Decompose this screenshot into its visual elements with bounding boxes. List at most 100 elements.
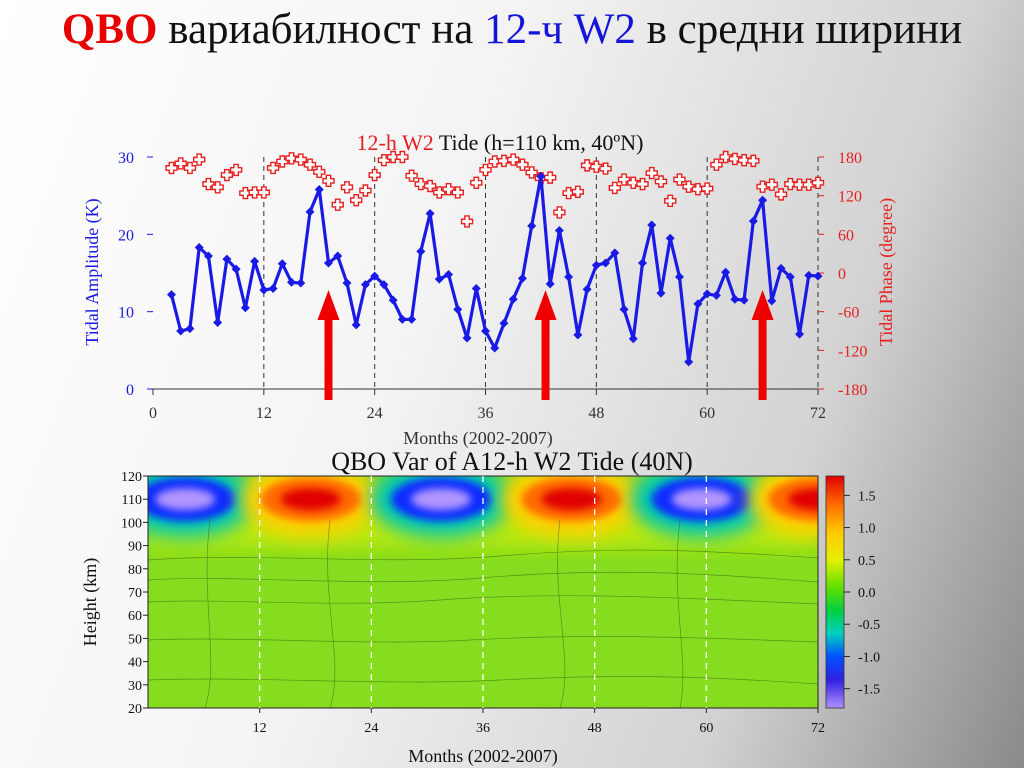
x-tick-label: 12 <box>256 405 272 422</box>
amplitude-point <box>702 289 712 299</box>
amplitude-point <box>490 343 500 353</box>
amplitude-point <box>748 216 758 226</box>
amplitude-point <box>638 258 648 268</box>
amplitude-point <box>619 304 629 314</box>
phase-point <box>442 183 455 196</box>
amplitude-point <box>268 283 278 293</box>
phase-point <box>174 157 187 170</box>
phase-point <box>774 188 788 201</box>
heatmap-y-tick-label: 110 <box>122 493 142 508</box>
phase-point <box>405 169 418 182</box>
phase-point <box>737 154 751 167</box>
positive-anomaly-core <box>541 488 602 511</box>
amplitude-point <box>213 317 223 327</box>
colorbar <box>825 475 845 709</box>
phase-point <box>488 155 501 168</box>
amplitude-point <box>314 184 324 194</box>
amplitude-point <box>527 221 537 231</box>
negative-anomaly-core <box>411 488 472 511</box>
amplitude-point <box>425 208 435 218</box>
amplitude-point <box>222 254 232 264</box>
phase-point <box>599 162 612 175</box>
phase-point <box>470 176 483 189</box>
heatmap-x-tick-label: 24 <box>364 721 378 736</box>
amplitude-point <box>776 263 786 273</box>
phase-point <box>553 206 566 219</box>
phase-point <box>710 158 723 171</box>
y2-tick-label: -60 <box>838 305 859 322</box>
y-tick-label: 10 <box>118 305 134 322</box>
x-tick-label: 48 <box>588 405 604 422</box>
qbo-arrow-shaft <box>541 318 550 400</box>
phase-point <box>423 179 437 193</box>
y2-tick-label: 0 <box>838 266 846 283</box>
positive-anomaly-core <box>788 488 818 511</box>
phase-point <box>322 174 335 188</box>
x-tick-label: 24 <box>367 405 383 422</box>
positive-anomaly-core <box>280 488 341 511</box>
phase-point <box>784 177 797 191</box>
heatmap-y-tick-label: 50 <box>128 632 142 647</box>
amplitude-point <box>379 280 389 290</box>
chart1-y2label: Tidal Phase (degree) <box>876 198 897 346</box>
amplitude-point <box>305 207 315 217</box>
amplitude-point <box>517 273 527 283</box>
amplitude-point <box>591 260 601 270</box>
chart1-ylabel: Tidal Amplitude (K) <box>82 198 103 345</box>
phase-point <box>340 181 354 194</box>
heatmap-y-tick-label: 40 <box>128 656 142 671</box>
phase-point <box>460 215 474 228</box>
phase-point <box>673 173 686 186</box>
amplitude-point <box>508 294 518 304</box>
chart1-title: 12-h W2 Tide (h=110 km, 40ºN) <box>357 130 644 155</box>
amplitude-point <box>462 333 472 343</box>
phase-point <box>608 181 622 195</box>
amplitude-point <box>277 259 287 269</box>
x-tick-label: 0 <box>149 405 157 422</box>
amplitude-point <box>564 272 574 282</box>
chart2-title: QBO Var of A12-h W2 Tide (40N) <box>331 447 693 476</box>
amplitude-point <box>628 334 638 344</box>
amplitude-point <box>601 258 611 268</box>
amplitude-point <box>471 283 481 293</box>
chart2-xlabel: Months (2002-2007) <box>408 746 558 767</box>
amplitude-point <box>434 274 444 284</box>
phase-point <box>294 153 307 166</box>
amplitude-point <box>656 288 666 298</box>
phase-point <box>211 181 224 194</box>
amplitude-point <box>342 278 352 288</box>
amplitude-point <box>194 242 204 252</box>
phase-point <box>396 150 409 164</box>
amplitude-point <box>360 280 370 290</box>
amplitude-point <box>287 277 297 287</box>
negative-anomaly-core <box>155 488 216 511</box>
amplitude-point <box>407 314 417 324</box>
amplitude-point <box>416 246 426 256</box>
qbo-arrow-shaft <box>324 318 333 400</box>
phase-point <box>276 155 289 168</box>
colorbar-tick-label: 0.0 <box>858 586 876 601</box>
amplitude-point <box>176 326 186 336</box>
phase-point <box>497 154 511 168</box>
phase-point <box>700 182 714 195</box>
x-tick-label: 60 <box>699 405 715 422</box>
phase-point <box>756 180 769 193</box>
y2-tick-label: 180 <box>838 150 862 167</box>
phase-point <box>719 150 732 164</box>
colorbar-tick-label: -0.5 <box>858 618 880 633</box>
phase-point <box>765 178 779 191</box>
amplitude-point <box>684 357 694 367</box>
y-tick-label: 20 <box>118 227 134 244</box>
phase-point <box>183 161 197 175</box>
phase-point <box>590 160 603 173</box>
negative-anomaly-core <box>671 488 732 511</box>
amplitude-point <box>785 272 795 282</box>
x-tick-label: 36 <box>478 405 494 422</box>
amplitude-point <box>767 296 777 306</box>
colorbar-tick-label: 1.5 <box>858 489 876 504</box>
phase-point <box>285 152 298 165</box>
amplitude-point <box>259 285 269 295</box>
heatmap-x-tick-label: 12 <box>253 721 267 736</box>
phase-point <box>266 161 280 175</box>
